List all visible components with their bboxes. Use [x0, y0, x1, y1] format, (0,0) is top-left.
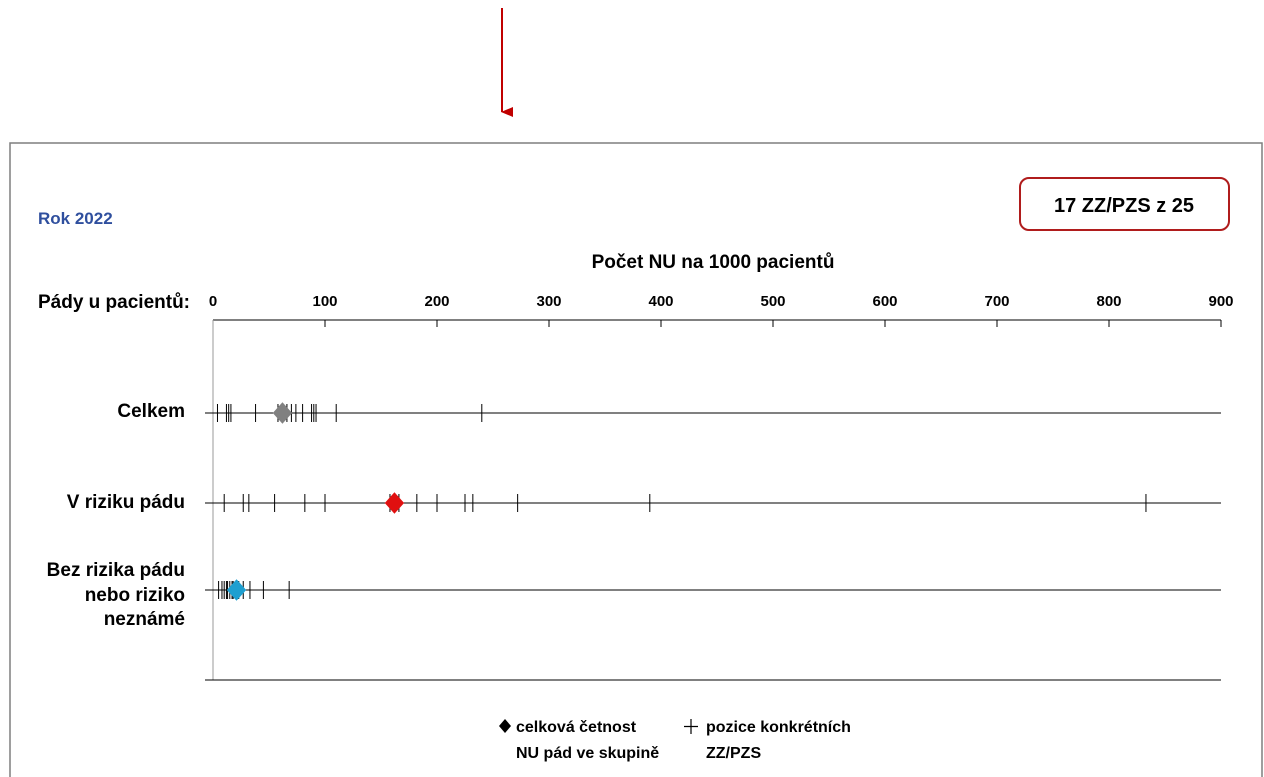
tick-labels: 0 100 200 300 400 500 600 700 800 900 [209, 293, 1234, 310]
legend-overall-line-1: celková četnost [516, 719, 637, 736]
legend-positions-line-2: ZZ/PZS [706, 745, 761, 762]
legend: celková četnost NU pád ve skupině pozice… [499, 719, 851, 762]
legend-overall-line-2: NU pád ve skupině [516, 745, 659, 762]
axis-row-label: Pády u pacientů: [38, 292, 190, 313]
tick-label-300: 300 [536, 293, 561, 310]
overall-marker-2 [226, 579, 247, 601]
category-label-2-1: nebo riziko [85, 585, 185, 606]
x-axis [205, 319, 1222, 681]
tick-label-0: 0 [209, 293, 217, 310]
chart-frame [9, 142, 1263, 777]
legend-positions-line-1: pozice konkrétních [706, 719, 851, 736]
tick-label-100: 100 [312, 293, 337, 310]
tick-label-600: 600 [872, 293, 897, 310]
tick-label-900: 900 [1208, 293, 1233, 310]
overall-marker-1 [384, 492, 405, 514]
category-row-2: Bez rizika pádu nebo riziko neznámé [47, 560, 1221, 630]
tick-label-500: 500 [760, 293, 785, 310]
year-label: Rok 2022 [38, 209, 113, 228]
count-badge-frame [1019, 177, 1230, 231]
count-badge: 17 ZZ/PZS z 25 [1054, 195, 1194, 217]
category-label-2-0: Bez rizika pádu [47, 560, 185, 581]
category-rows: Celkem V riziku pádu Bez rizika pádu nebo r… [47, 401, 1221, 630]
tick-label-400: 400 [648, 293, 673, 310]
tick-label-700: 700 [984, 293, 1009, 310]
category-label-2-2: neznámé [104, 609, 185, 630]
overall-marker-0 [272, 402, 293, 424]
category-row-1: V riziku pádu [67, 492, 1221, 514]
legend-diamond-icon [499, 719, 511, 733]
category-row-0: Celkem [117, 401, 1221, 424]
legend-cross-icon [684, 719, 698, 734]
category-label-0-0: Celkem [117, 401, 185, 422]
chart-title: Počet NU na 1000 pacientů [592, 252, 835, 273]
category-label-1-0: V riziku pádu [67, 492, 185, 513]
tick-label-800: 800 [1096, 293, 1121, 310]
tick-label-200: 200 [424, 293, 449, 310]
